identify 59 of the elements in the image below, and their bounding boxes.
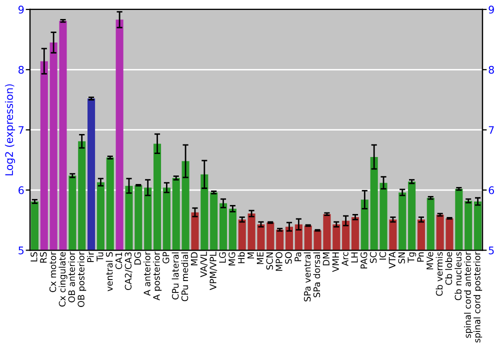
x-tick-label: PAG (360, 252, 368, 268)
x-tick-label: spinal cord posterior (473, 252, 482, 342)
x-tick-label: Cb nucleus (454, 252, 462, 300)
x-tick-label: Pir (86, 252, 94, 262)
y2-tick-label: 5 (488, 246, 494, 254)
x-tick-label: Pn (417, 252, 424, 262)
x-tick-label: OB posterior (78, 252, 86, 307)
x-tick-label: Tu (96, 252, 104, 262)
y2-tick-label: 6 (488, 186, 494, 194)
x-tick-label: LS (30, 252, 38, 262)
x-tick-label: Cb lobe (445, 252, 452, 285)
x-tick-label: MPO (276, 252, 282, 271)
x-tick-label: VMH (332, 252, 339, 272)
y2-tick-label: 9 (488, 6, 494, 14)
x-tick-label: CPu lateral (172, 252, 179, 300)
x-tick-label: MVe (426, 252, 434, 270)
x-tick-label: MD (190, 252, 198, 266)
x-tick-label: VPM/VPL (210, 252, 218, 290)
x-tick-label: Hb (238, 252, 245, 264)
x-tick-label: A posterior (152, 252, 162, 300)
x-tick-label: Arc (342, 252, 348, 266)
x-tick-label: spinal cord anterior (464, 252, 473, 338)
x-tick-label: CPu medial (181, 252, 188, 302)
x-tick-label: Pa (294, 252, 302, 262)
y-tick-label: 5 (18, 246, 24, 254)
y-axis-title: Log2 (expression) (4, 84, 16, 176)
y2-tick-label: 8 (488, 66, 494, 74)
x-tick-label: IC (379, 252, 386, 260)
x-tick-label: SPa ventral (304, 252, 311, 302)
x-tick-label: MG (228, 252, 236, 266)
x-tick-label: Cb vermis (436, 252, 443, 296)
x-tick-label: SN (398, 252, 405, 264)
x-tick-label: VTA (388, 252, 396, 268)
y-tick-label: 9 (18, 6, 24, 14)
y-tick-label: 7 (18, 126, 24, 134)
y2-tick-label: 7 (488, 126, 494, 134)
x-tick-label: SC (370, 252, 377, 263)
x-tick-label: ventral S (106, 252, 113, 292)
x-tick-label: GP (162, 252, 170, 264)
x-tick-label: Cx cingulate (58, 252, 68, 307)
x-tick-label: A anterior (144, 252, 150, 296)
x-tick-label: OB anterior (68, 252, 75, 302)
x-tick-label: LG (219, 252, 226, 263)
x-tick-label: M (248, 252, 254, 258)
x-tick-label: RS (40, 252, 47, 263)
x-tick-label: VA/VL (200, 252, 208, 278)
x-tick-label: Cx motor (49, 252, 56, 292)
x-tick-label: SCN (266, 252, 273, 270)
x-tick-label: DM (322, 252, 330, 266)
x-tick-label: ME (256, 252, 264, 264)
x-tick-label: DG (134, 252, 141, 264)
x-tick-label: Tg (408, 252, 416, 263)
y-tick-label: 6 (18, 186, 24, 194)
y-tick-label: 8 (18, 66, 24, 74)
x-tick-label: LH (351, 252, 358, 262)
x-tick-label: CA2/CA3 (124, 252, 132, 290)
x-tick-label: SO (285, 252, 292, 264)
x-tick-label: SPa dorsal (313, 252, 320, 298)
x-tick-label: CA1 (115, 252, 122, 270)
